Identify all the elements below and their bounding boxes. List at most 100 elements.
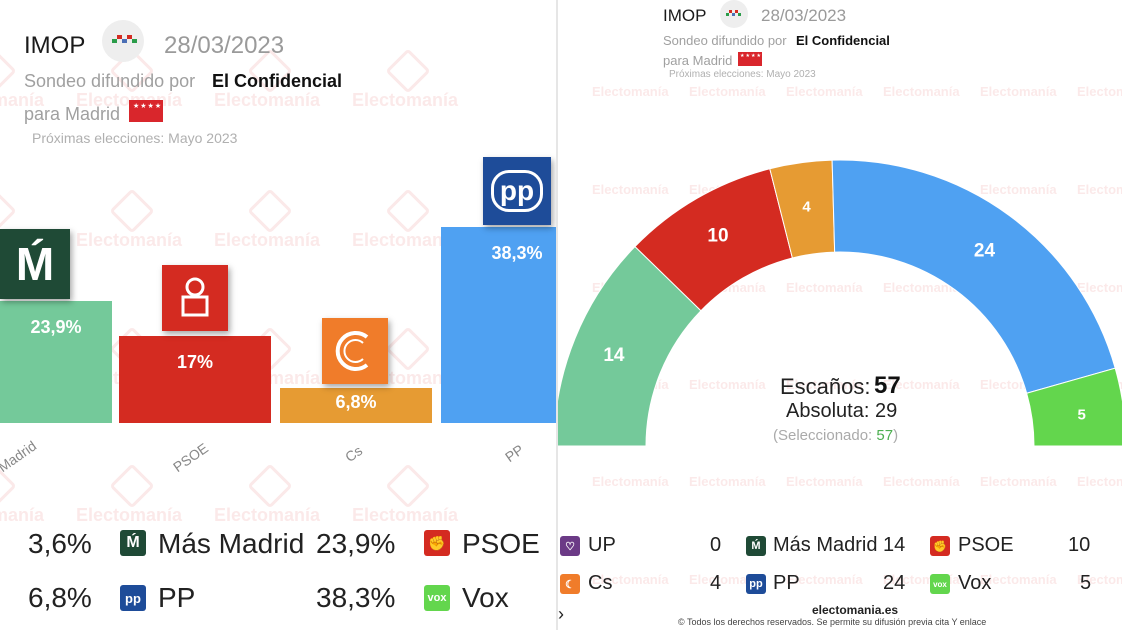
watermark-text: Electomanía: [76, 505, 183, 525]
legend-pp-label: PP: [158, 582, 196, 613]
watermark-text: Electomanía: [980, 474, 1057, 489]
seat-label-vox: 5: [1078, 406, 1086, 423]
next-elections: Próximas elecciones: Mayo 2023: [669, 69, 816, 80]
legend-mas-madrid-value: 23,9%: [316, 528, 396, 559]
watermark-logo-icon: [109, 188, 155, 234]
selected-line: (Seleccionado: 57): [773, 427, 898, 444]
madrid-flag-icon: ★★★★: [738, 52, 762, 66]
region-label: para Madrid: [663, 53, 733, 68]
psoe-logo-icon: [162, 265, 228, 331]
pollster-name: IMOP: [24, 32, 86, 59]
bar-value-mas-madrid: 23,9%: [30, 316, 82, 337]
media-name: El Confidencial: [796, 33, 890, 48]
watermark-text: Electomanía: [689, 474, 766, 489]
legend-psoe-label: PSOE: [958, 534, 1014, 556]
media-name: El Confidencial: [212, 71, 343, 91]
watermark-text: Electomanía: [786, 474, 863, 489]
watermark-logo-icon: [385, 463, 431, 509]
up-icon: ♡: [560, 536, 580, 556]
seat-label-mas-madrid: 14: [603, 345, 625, 366]
watermark-logo-icon: [109, 463, 155, 509]
legend-pp-value: 38,3%: [316, 582, 396, 613]
axis-label-cs: Cs: [342, 442, 366, 466]
watermark-text: Electomanía: [352, 90, 459, 110]
subtitle-prefix: Sondeo difundido por: [663, 33, 787, 48]
pp-icon: pp: [120, 585, 146, 611]
watermark-logo-icon: [0, 48, 17, 94]
legend-vox-label: Vox: [958, 572, 992, 594]
selected-value: 57: [876, 427, 894, 444]
seat-label-psoe: 10: [707, 226, 728, 247]
seat-label-cs: 4: [802, 198, 811, 215]
watermark-logo-icon: [247, 463, 293, 509]
madrid-flag-icon: ★★★★: [129, 100, 163, 122]
seats-label: Escaños:: [780, 374, 871, 399]
legend-cs-value: 6,8%: [28, 582, 92, 613]
next-elections: Próximas elecciones: Mayo 2023: [32, 130, 238, 146]
legend-vox-value: 5: [1080, 572, 1092, 594]
psoe-icon: ✊: [930, 536, 950, 556]
watermark-logo-icon: [0, 188, 17, 234]
pp-logo-icon: pp: [483, 157, 551, 225]
watermark-text: Electomanía: [1077, 474, 1122, 489]
footer-rights: © Todos los derechos reservados. Se perm…: [678, 617, 987, 627]
selected-prefix: (Seleccionado:: [773, 427, 873, 444]
bar-cs: [280, 388, 432, 423]
legend-vox-label: Vox: [462, 582, 509, 613]
axis-label-mas-madrid: Madrid: [0, 437, 40, 476]
watermark-logo-icon: [385, 326, 431, 372]
watermark-text: Electomanía: [592, 474, 669, 489]
expand-chevron-icon[interactable]: ›: [558, 604, 564, 624]
watermark-text: Electomanía: [214, 230, 321, 250]
watermark-text: Electomanía: [883, 474, 960, 489]
legend-psoe-label: PSOE: [462, 528, 540, 559]
legend-mas-madrid-label: Más Madrid: [773, 534, 878, 556]
selected-suffix: ): [893, 427, 899, 444]
poll-date: 28/03/2023: [164, 32, 285, 59]
watermark-text: Electomanía: [352, 505, 459, 525]
poll-date: 28/03/2023: [761, 6, 847, 25]
bar-mas-madrid: [0, 300, 112, 423]
legend-pp-value: 24: [883, 572, 906, 594]
watermark-text: Electomanía: [0, 505, 45, 525]
bar-pp: [441, 227, 556, 423]
legend-up-value: 3,6%: [28, 528, 92, 559]
axis-label-pp: PP: [502, 441, 527, 466]
bar-value-psoe: 17%: [176, 352, 214, 372]
bar-chart-panel: Electomanía Electomanía Electomanía Electom…: [0, 0, 556, 630]
axis-label-psoe: PSOE: [170, 439, 212, 476]
legend-psoe-value: 10: [1068, 534, 1091, 556]
hemicycle-chart: 14 10 4 24 5: [558, 159, 1122, 447]
watermark-logo-icon: [385, 48, 431, 94]
region-label: para Madrid: [24, 104, 121, 124]
bar-value-pp: 38,3%: [491, 243, 543, 263]
watermark-text: Electomanía: [76, 230, 183, 250]
watermark-text: Electomanía: [214, 505, 321, 525]
seat-label-pp: 24: [974, 240, 996, 261]
bar-psoe: [119, 336, 271, 423]
majority-label: Absoluta: 29: [786, 400, 898, 422]
mas-madrid-icon: Ḿ: [120, 530, 146, 556]
pollster-logo-icon: [726, 10, 741, 16]
subtitle-prefix: Sondeo difundido por: [24, 71, 196, 91]
pollster-name: IMOP: [663, 6, 707, 25]
seats-total: 57: [874, 372, 901, 399]
pollster-logo: [102, 20, 144, 62]
vox-icon: vox: [930, 574, 950, 594]
pollster-logo: [720, 0, 748, 28]
legend-mas-madrid-label: Más Madrid: [158, 528, 305, 559]
psoe-icon: ✊: [424, 530, 450, 556]
legend-up-label: UP: [588, 534, 616, 556]
seat-arc-pp: [831, 159, 1116, 394]
watermark-text: Electomanía: [214, 90, 321, 110]
legend-pp-label: PP: [773, 572, 800, 594]
legend-cs-value: 4: [710, 572, 722, 594]
pollster-logo-icon: [112, 35, 137, 43]
cs-logo-icon: [322, 318, 388, 384]
bar-value-cs: 6,8%: [335, 392, 377, 413]
hemicycle-panel: Electomanía Electomanía Electomanía Electom…: [558, 0, 1122, 630]
footer-site[interactable]: electomania.es: [812, 603, 899, 617]
watermark-logo-icon: [247, 188, 293, 234]
legend-cs-label: Cs: [588, 572, 613, 594]
seat-arc-vox: [1026, 367, 1122, 447]
